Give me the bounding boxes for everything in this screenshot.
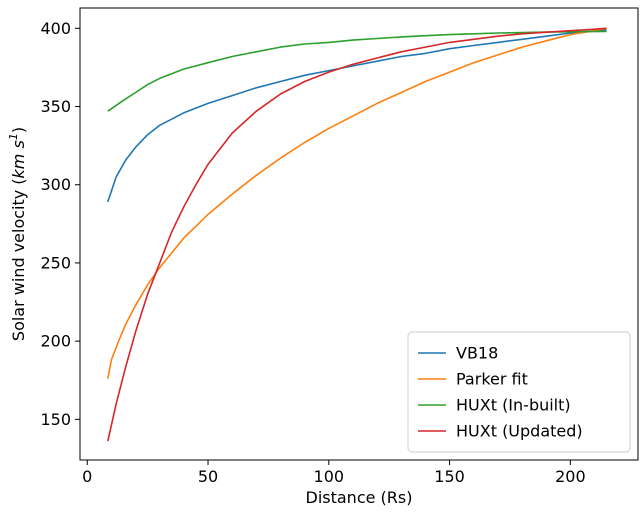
series-line-2	[107, 27, 607, 379]
series-layer	[107, 27, 607, 442]
y-tick-label: 200	[40, 332, 71, 351]
y-axis-label-prefix: Solar wind velocity (	[9, 178, 28, 341]
plot-frame	[79, 7, 639, 461]
x-tick-label: 150	[434, 467, 465, 486]
y-tick-label: 250	[40, 253, 71, 272]
series-line-3	[107, 30, 607, 112]
y-tick-label: 150	[40, 410, 71, 429]
x-tick-label: 0	[82, 467, 92, 486]
legend-label: HUXt (In-built)	[456, 396, 571, 415]
y-axis-label-unit: km s	[9, 140, 28, 178]
legend-label: Parker fit	[456, 370, 528, 389]
x-tick-label: 200	[555, 467, 586, 486]
x-axis-ticks: 0 50 100 150 200	[82, 460, 586, 486]
legend: VB18 Parker fit HUXt (In-built) HUXt (Updat…	[407, 331, 631, 453]
y-tick-label: 300	[40, 175, 71, 194]
x-axis-label: Distance (Rs)	[306, 488, 413, 507]
y-axis-label-suffix: )	[9, 127, 28, 133]
legend-label: HUXt (Updated)	[456, 422, 583, 441]
x-tick-label: 50	[198, 467, 218, 486]
y-tick-label: 350	[40, 97, 71, 116]
y-axis-ticks: 150 200 250 300 350 400	[40, 19, 80, 429]
series-line-4	[107, 27, 607, 442]
legend-label: VB18	[456, 344, 498, 363]
series-line-1	[107, 29, 607, 203]
y-tick-label: 400	[40, 19, 71, 38]
y-axis-label-unit-exponent: 1	[7, 133, 20, 140]
x-tick-label: 100	[314, 467, 345, 486]
y-axis-label: Solar wind velocity (km s1)	[7, 127, 28, 341]
legend-box	[407, 331, 631, 453]
